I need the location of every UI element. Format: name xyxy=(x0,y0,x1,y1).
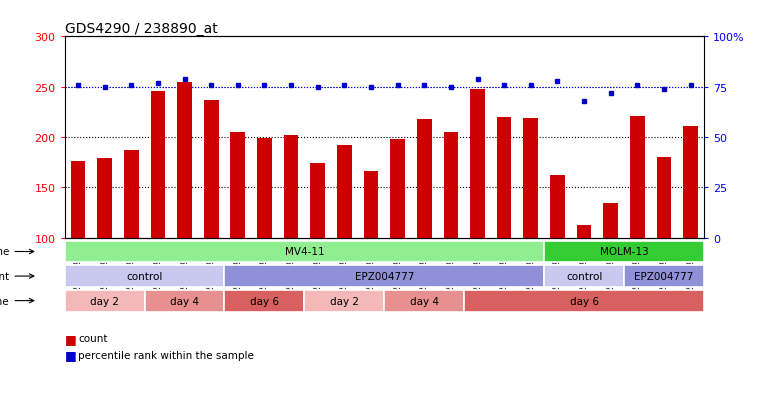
Text: percentile rank within the sample: percentile rank within the sample xyxy=(78,350,254,360)
Bar xyxy=(603,203,618,339)
Text: time: time xyxy=(0,296,9,306)
Bar xyxy=(524,119,538,339)
Bar xyxy=(310,164,325,339)
Bar xyxy=(630,116,645,339)
Bar xyxy=(151,91,165,339)
Text: MOLM-13: MOLM-13 xyxy=(600,247,648,257)
Bar xyxy=(65,241,544,263)
Bar xyxy=(124,151,139,339)
Bar xyxy=(550,176,565,339)
Text: day 4: day 4 xyxy=(409,296,439,306)
Bar xyxy=(304,290,384,312)
Bar xyxy=(364,172,378,339)
Bar xyxy=(337,146,352,339)
Bar xyxy=(444,133,458,339)
Text: control: control xyxy=(126,271,163,281)
Bar xyxy=(284,136,298,339)
Text: ■: ■ xyxy=(65,332,76,345)
Text: EPZ004777: EPZ004777 xyxy=(634,271,694,281)
Bar xyxy=(544,241,704,263)
Bar xyxy=(71,162,85,339)
Text: GDS4290 / 238890_at: GDS4290 / 238890_at xyxy=(65,22,218,36)
Bar xyxy=(624,266,704,287)
Bar xyxy=(177,83,192,339)
Text: day 2: day 2 xyxy=(330,296,359,306)
Bar xyxy=(497,118,511,339)
Bar xyxy=(657,158,671,339)
Bar xyxy=(65,290,145,312)
Text: day 6: day 6 xyxy=(250,296,279,306)
Text: agent: agent xyxy=(0,271,9,281)
Text: MV4-11: MV4-11 xyxy=(285,247,324,257)
Bar xyxy=(224,290,304,312)
Text: cell line: cell line xyxy=(0,247,9,257)
Bar xyxy=(464,290,704,312)
Text: control: control xyxy=(566,271,602,281)
Text: EPZ004777: EPZ004777 xyxy=(355,271,414,281)
Bar xyxy=(204,100,218,339)
Bar xyxy=(384,290,464,312)
Bar xyxy=(224,266,544,287)
Text: ■: ■ xyxy=(65,349,76,362)
Bar xyxy=(417,120,431,339)
Bar xyxy=(145,290,224,312)
Text: day 2: day 2 xyxy=(90,296,119,306)
Text: day 6: day 6 xyxy=(569,296,599,306)
Bar xyxy=(257,139,272,339)
Bar xyxy=(231,133,245,339)
Bar xyxy=(544,266,624,287)
Bar xyxy=(390,140,405,339)
Bar xyxy=(683,127,698,339)
Bar xyxy=(577,225,591,339)
Bar xyxy=(97,159,112,339)
Text: count: count xyxy=(78,334,108,344)
Bar xyxy=(65,266,224,287)
Bar xyxy=(470,90,485,339)
Text: day 4: day 4 xyxy=(170,296,199,306)
